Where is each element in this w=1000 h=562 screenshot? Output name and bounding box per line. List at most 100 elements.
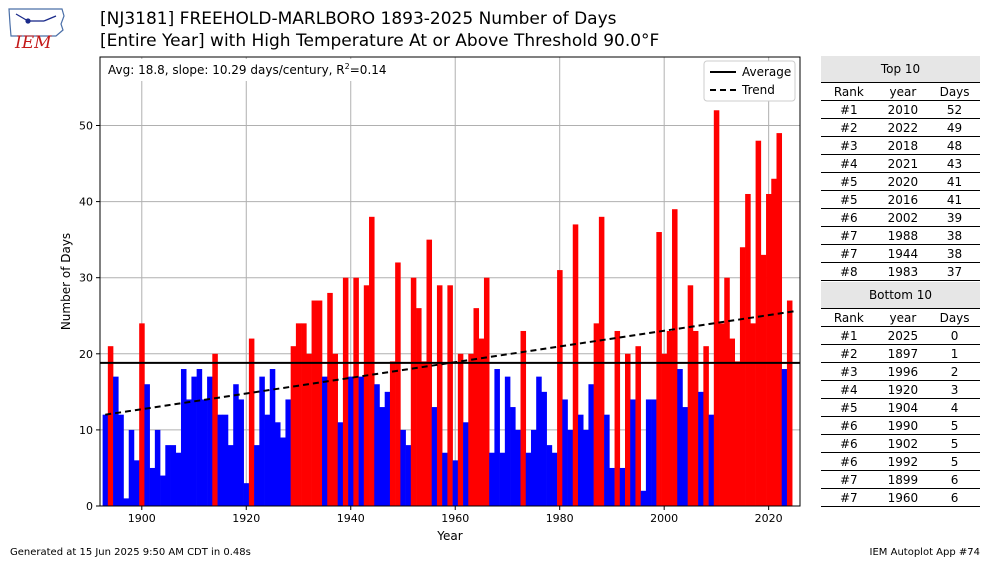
bar-1937 — [332, 353, 338, 506]
bar-1915 — [217, 414, 224, 506]
bar-1970 — [504, 376, 511, 506]
bar-2016 — [745, 193, 751, 507]
bar-1901 — [144, 384, 150, 506]
bar-2005 — [687, 285, 694, 506]
bar-2008 — [703, 346, 709, 506]
bottom10-cell: 2025 — [876, 326, 930, 345]
bar-1998 — [651, 399, 657, 506]
top10-cell: 1988 — [876, 226, 930, 245]
bottom10-cell: #4 — [821, 380, 877, 399]
bar-1905 — [165, 445, 171, 506]
trend-line — [105, 310, 795, 416]
bottom10-cell: 1899 — [876, 470, 930, 489]
bar-1988 — [598, 216, 605, 507]
bottom10-row: #5 1904 4 — [821, 398, 980, 417]
bar-1951 — [405, 445, 412, 506]
bottom10-cell: #7 — [821, 488, 877, 507]
bottom10-cell: 4 — [929, 398, 980, 417]
top10-cell: 2016 — [876, 190, 930, 209]
top10-cell: 41 — [929, 190, 980, 209]
stats-annotation: Avg: 18.8, slope: 10.29 days/century, R2… — [108, 62, 387, 77]
y-tick-label: 30 — [79, 272, 93, 285]
bar-1987 — [593, 323, 600, 506]
bar-1906 — [170, 445, 177, 506]
bottom10-cell: 1960 — [876, 488, 930, 507]
bar-1909 — [186, 399, 192, 506]
top10-cell: 2018 — [876, 136, 930, 155]
bar-1960 — [452, 460, 459, 506]
top10-cell: #4 — [821, 154, 877, 173]
bar-2004 — [682, 407, 688, 506]
bottom10-cell: 5 — [929, 434, 980, 453]
bar-1996 — [640, 490, 647, 506]
bar-1910 — [191, 376, 197, 506]
bottom10-cell: 1897 — [876, 344, 930, 363]
bar-1933 — [311, 300, 318, 506]
bar-1986 — [588, 384, 594, 506]
top10-cell: #1 — [821, 100, 877, 119]
top10-row: #6 2002 39 — [821, 208, 980, 227]
top10-cell: #7 — [821, 226, 877, 245]
bar-1924 — [264, 414, 271, 506]
bar-1971 — [510, 407, 516, 506]
bar-1959 — [447, 285, 453, 506]
top10-row: #5 2016 41 — [821, 190, 980, 209]
bar-2015 — [739, 247, 746, 506]
top10-cell: #5 — [821, 172, 877, 191]
bar-1939 — [342, 277, 349, 506]
bottom10-row: #7 1899 6 — [821, 470, 980, 489]
bar-1972 — [515, 429, 521, 506]
bar-1993 — [625, 353, 631, 506]
bar-1904 — [160, 475, 166, 506]
bar-2000 — [661, 353, 668, 506]
bar-2024 — [786, 300, 793, 506]
stats-box — [102, 59, 384, 81]
bar-1991 — [614, 330, 621, 506]
bar-1928 — [285, 399, 291, 506]
y-tick-label: 10 — [79, 424, 93, 437]
bottom10-title: Bottom 10 — [821, 282, 980, 309]
top10-cell: 1944 — [876, 244, 930, 263]
bar-1974 — [525, 452, 532, 506]
bar-1946 — [379, 407, 386, 506]
bottom10-row: #3 1996 2 — [821, 362, 980, 381]
bar-1973 — [520, 330, 527, 506]
top10-cell: 2002 — [876, 208, 930, 227]
bar-1964 — [473, 308, 480, 506]
y-axis-label: Number of Days — [59, 233, 73, 330]
bottom10-header-row: Rank year Days — [821, 308, 980, 327]
bottom10-row: #2 1897 1 — [821, 344, 980, 363]
bar-1980 — [557, 270, 563, 506]
bar-1994 — [630, 399, 636, 506]
bottom10-cell: 1904 — [876, 398, 930, 417]
bar-1995 — [635, 346, 641, 506]
bottom10-cell: #2 — [821, 344, 877, 363]
legend-trend-label: Trend — [741, 83, 775, 97]
top10-cell: 43 — [929, 154, 980, 173]
bar-1942 — [358, 376, 365, 506]
bar-1903 — [154, 429, 161, 506]
bar-2019 — [760, 254, 767, 506]
bottom10-cell: 6 — [929, 488, 980, 507]
bar-2021 — [771, 178, 777, 507]
bar-1983 — [572, 224, 579, 507]
bar-1923 — [259, 376, 265, 506]
bar-2018 — [755, 140, 762, 507]
top10-cell: #5 — [821, 190, 877, 209]
bar-1916 — [222, 414, 229, 506]
bar-1940 — [348, 376, 354, 506]
bar-1966 — [483, 277, 490, 506]
bar-1957 — [436, 285, 443, 506]
bar-2001 — [666, 330, 673, 506]
bar-1918 — [233, 384, 239, 506]
bar-1962 — [463, 422, 469, 506]
stats-superscript: 2 — [345, 62, 350, 71]
x-axis-label: Year — [436, 529, 462, 543]
top10-cell: #3 — [821, 136, 877, 155]
bottom10-row: #6 1990 5 — [821, 416, 980, 435]
title-line-1: [NJ3181] FREEHOLD-MARLBORO 1893-2025 Num… — [100, 9, 617, 29]
bar-1898 — [128, 429, 135, 506]
bar-1989 — [604, 414, 610, 506]
bar-1927 — [280, 437, 286, 506]
bottom10-cell: #6 — [821, 452, 877, 471]
